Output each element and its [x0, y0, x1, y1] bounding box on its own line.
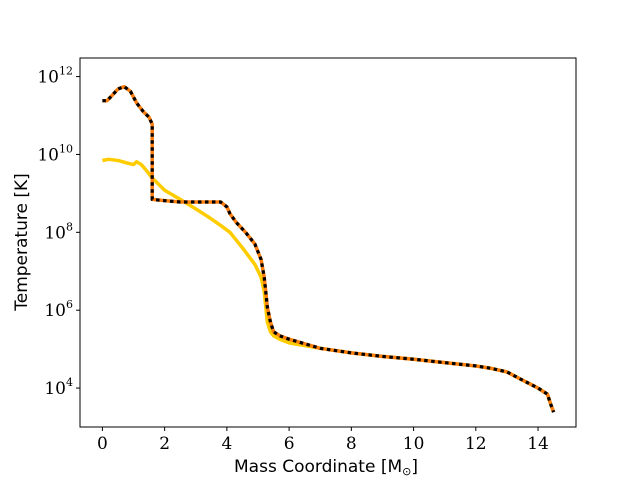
x-tick-label: 6	[284, 434, 295, 454]
y-tick-label: 106	[44, 298, 73, 321]
y-tick-exponent: 4	[66, 376, 73, 389]
x-tick-label: 8	[346, 434, 357, 454]
x-tick-label: 2	[159, 434, 170, 454]
y-tick-label: 1012	[37, 65, 73, 88]
x-axis-label: Mass Coordinate [M⊙]	[234, 457, 418, 478]
series-layer	[102, 84, 556, 413]
y-axis-label: Temperature [K]	[12, 173, 32, 312]
y-tick-label: 108	[44, 220, 73, 243]
y-tick-label: 104	[44, 376, 73, 399]
y-tick-exponent: 12	[59, 65, 73, 78]
x-tick-label: 12	[465, 434, 487, 454]
x-axis-label-text: Mass Coordinate [M	[234, 457, 402, 477]
y-tick-base: 10	[44, 379, 66, 399]
x-axis-ticks: 0 2 4 6 8 10 12 14	[97, 427, 549, 454]
y-tick-base: 10	[37, 145, 59, 165]
y-tick-exponent: 8	[66, 220, 73, 233]
plot-frame	[79, 57, 577, 428]
y-tick-base: 10	[44, 223, 66, 243]
y-tick-exponent: 6	[66, 298, 73, 311]
x-tick-label: 14	[527, 434, 549, 454]
y-tick-exponent: 10	[59, 142, 73, 155]
x-tick-label: 10	[403, 434, 425, 454]
y-tick-label: 1010	[37, 142, 73, 165]
x-axis-label-sun-symbol: ⊙	[402, 465, 411, 478]
y-tick-base: 10	[37, 68, 59, 88]
x-tick-label: 0	[97, 434, 108, 454]
x-tick-label: 4	[221, 434, 232, 454]
x-axis-label-close: ]	[411, 457, 418, 477]
y-tick-base: 10	[44, 301, 66, 321]
series-line-2	[102, 84, 556, 413]
